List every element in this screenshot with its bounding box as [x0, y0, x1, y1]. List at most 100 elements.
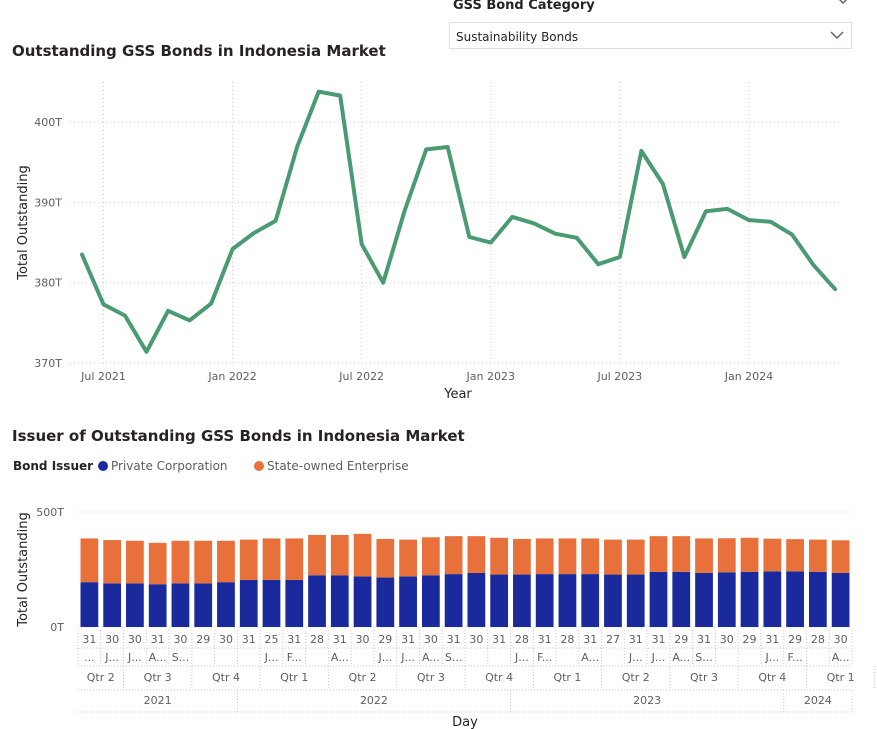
bar-state-owned-enterprise	[604, 539, 622, 575]
month-label: J...	[400, 651, 415, 664]
day-label: 31	[447, 633, 461, 646]
quarter-label: Qtr 2	[349, 671, 377, 684]
x-axis-title: Year	[443, 387, 472, 402]
bar-state-owned-enterprise	[786, 539, 804, 572]
bar-state-owned-enterprise	[695, 538, 713, 573]
quarter-label: Qtr 4	[212, 671, 240, 684]
quarter-label: Qtr 2	[622, 671, 650, 684]
x-tick-label: Jul 2021	[80, 370, 126, 383]
month-label: J...	[104, 651, 119, 664]
bar-private-corporation	[171, 583, 190, 627]
category-dropdown[interactable]: Sustainability Bonds	[449, 22, 852, 49]
x-axis-title: Day	[452, 715, 478, 729]
bar-private-corporation	[103, 583, 122, 627]
day-label: 31	[538, 633, 552, 646]
legend-marker-0	[98, 461, 108, 471]
day-label: 31	[82, 633, 96, 646]
bar-private-corporation	[513, 574, 531, 627]
bar-private-corporation	[330, 575, 349, 627]
series-line-outstanding	[80, 89, 837, 354]
month-label: J...	[127, 651, 142, 664]
y-tick-label: 390T	[34, 196, 62, 209]
quarter-label: Qtr 1	[553, 671, 581, 684]
day-label: 30	[128, 633, 142, 646]
day-label: 25	[265, 633, 279, 646]
bar-private-corporation	[808, 571, 827, 627]
y-tick-label: 500T	[36, 506, 64, 519]
bar-state-owned-enterprise	[581, 538, 600, 575]
bar-state-owned-enterprise	[490, 537, 509, 575]
day-label: 31	[697, 633, 711, 646]
legend-label-0: Private Corporation	[111, 459, 228, 473]
quarter-label: Qtr 3	[417, 671, 445, 684]
x-tick-label: Jan 2023	[466, 370, 515, 383]
y-tick-label: 400T	[34, 116, 62, 129]
bar-private-corporation	[444, 574, 463, 627]
day-label: 30	[834, 633, 848, 646]
month-label: A...	[832, 651, 850, 664]
chevron-down-icon[interactable]	[829, 27, 845, 43]
day-label: 30	[219, 633, 233, 646]
chevron-down-icon[interactable]	[835, 0, 851, 6]
bar-state-owned-enterprise	[217, 540, 235, 583]
day-label: 31	[583, 633, 597, 646]
bar-state-owned-enterprise	[626, 539, 645, 575]
legend-label-1: State-owned Enterprise	[267, 459, 409, 473]
slicer-title: GSS Bond Category	[453, 0, 595, 13]
dropdown-selected-value: Sustainability Bonds	[456, 30, 579, 44]
month-label: J...	[264, 651, 279, 664]
month-label: S...	[445, 651, 462, 664]
day-label: 28	[811, 633, 825, 646]
year-label: 2022	[360, 694, 388, 707]
y-tick-label: 380T	[34, 277, 62, 290]
day-label: 30	[469, 633, 483, 646]
y-axis-title: Total Outstanding	[16, 165, 31, 281]
month-label: A...	[149, 651, 167, 664]
bar-private-corporation	[126, 583, 144, 627]
day-label: 31	[765, 633, 779, 646]
bar-state-owned-enterprise	[467, 536, 486, 573]
bar-state-owned-enterprise	[194, 540, 213, 584]
bar-state-owned-enterprise	[308, 535, 326, 576]
bar-chart: Bond Issuer Private Corporation State-owne…	[13, 459, 876, 729]
quarter-label: Qtr 1	[280, 671, 308, 684]
bar-private-corporation	[80, 582, 99, 627]
month-label: S...	[695, 651, 712, 664]
day-label: 31	[629, 633, 643, 646]
x-tick-label: Jul 2022	[338, 370, 384, 383]
month-label: J...	[514, 651, 529, 664]
day-label: 30	[173, 633, 187, 646]
bar-private-corporation	[308, 575, 326, 627]
line-chart: 370T 380T 390T 400T Jul 2021 Jan 2022 Jul 2022…	[16, 82, 842, 402]
x-tick-label: Jan 2024	[724, 370, 773, 383]
bar-private-corporation	[695, 572, 713, 627]
bar-private-corporation	[399, 576, 417, 627]
bar-state-owned-enterprise	[376, 538, 395, 578]
month-label: F...	[788, 651, 803, 664]
day-label: 27	[606, 633, 620, 646]
bar-chart-title: Issuer of Outstanding GSS Bonds in Indon…	[12, 427, 465, 445]
month-label: F...	[287, 651, 302, 664]
bar-private-corporation	[763, 571, 782, 627]
y-axis-title: Total Outstanding	[16, 512, 31, 628]
quarter-label: Qtr 3	[690, 671, 718, 684]
bar-state-owned-enterprise	[740, 537, 759, 572]
day-label: 28	[310, 633, 324, 646]
month-label: ...	[84, 651, 95, 664]
bar-private-corporation	[239, 579, 258, 627]
bar-private-corporation	[148, 584, 167, 627]
slicer-header: GSS Bond Category	[453, 0, 853, 16]
bar-private-corporation	[490, 574, 509, 627]
bar-state-owned-enterprise	[262, 538, 281, 580]
legend-marker-1	[254, 461, 264, 471]
quarter-label: Qtr 2	[87, 671, 115, 684]
bar-state-owned-enterprise	[148, 542, 167, 585]
month-label: A...	[581, 651, 599, 664]
x-tick-label: Jan 2022	[207, 370, 256, 383]
quarter-label: Qtr 3	[144, 671, 172, 684]
day-label: 29	[743, 633, 757, 646]
day-label: 29	[788, 633, 802, 646]
bar-private-corporation	[194, 583, 213, 627]
x-tick-label: Jul 2023	[596, 370, 642, 383]
bar-state-owned-enterprise	[444, 536, 463, 575]
